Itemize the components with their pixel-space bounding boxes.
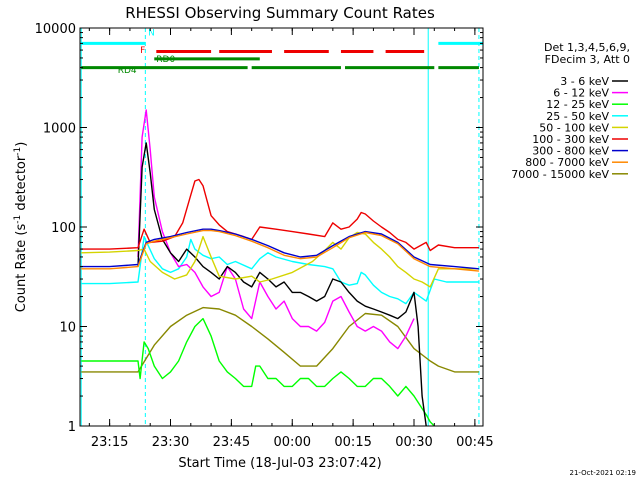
observing-flag-bars: NF RD0 RD4 — [81, 29, 483, 76]
series-line-9 — [81, 229, 479, 272]
series-line-2 — [81, 235, 479, 305]
series-line-8 — [81, 228, 479, 270]
flag-label-n: N — [148, 29, 155, 39]
legend-entry-label-5: 50 - 100 keV — [539, 121, 609, 134]
y-tick-label: 1 — [68, 420, 76, 435]
plot-frame — [79, 27, 484, 427]
legend-header-line: Det 1,3,4,5,6,9, — [544, 41, 630, 54]
legend-entry-label-9: 7000 - 15000 keV — [511, 168, 609, 181]
series-line-6 — [81, 231, 479, 288]
legend: Det 1,3,4,5,6,9,FDecim 3, Att 0 3 - 6 keV… — [511, 41, 630, 181]
y-tick-label: 10000 — [35, 22, 76, 37]
series-line-3 — [81, 317, 435, 427]
legend-header-line: FDecim 3, Att 0 — [545, 53, 630, 66]
flag-label-f: F — [140, 46, 145, 56]
x-tick-label: 00:45 — [456, 435, 493, 450]
flag-label-rd4: RD4 — [118, 66, 137, 76]
plot-area — [80, 28, 480, 427]
legend-entry-label-8: 800 - 7000 keV — [525, 156, 609, 169]
y-tick-label: 100 — [51, 221, 76, 236]
chart-title: RHESSI Observing Summary Count Rates — [125, 4, 435, 22]
x-tick-label: 23:30 — [152, 435, 189, 450]
y-tick-label: 1000 — [43, 122, 76, 137]
y-tick-label: 10 — [59, 321, 76, 336]
y-axis-ticks: 1 10 100 1000 10000 — [35, 22, 483, 435]
x-tick-label: 23:15 — [91, 435, 128, 450]
y-axis-label: Count Rate (s-1 detector-1) — [13, 142, 29, 313]
legend-entry-label-6: 100 - 300 keV — [532, 133, 609, 146]
footer-timestamp: 21-Oct-2021 02:19 — [570, 469, 636, 477]
x-axis-ticks: 23:15 23:30 23:45 00:00 00:15 00:30 00:45 — [88, 28, 494, 450]
legend-entry-label-3: 12 - 25 keV — [546, 98, 609, 111]
x-tick-label: 00:15 — [334, 435, 371, 450]
x-axis-label: Start Time (18-Jul-03 23:07:42) — [178, 456, 381, 471]
legend-entry-label-2: 6 - 12 keV — [553, 87, 609, 100]
x-tick-label: 00:00 — [274, 435, 311, 450]
x-tick-label: 23:45 — [213, 435, 250, 450]
flag-label-rd0: RD0 — [156, 55, 175, 65]
legend-entry-label-1: 3 - 6 keV — [560, 75, 609, 88]
series-line-5 — [137, 142, 427, 427]
x-tick-label: 00:30 — [395, 435, 432, 450]
legend-entry-label-4: 25 - 50 keV — [546, 110, 609, 123]
series-line-7 — [81, 178, 479, 252]
legend-entry-label-7: 300 - 800 keV — [532, 145, 609, 158]
